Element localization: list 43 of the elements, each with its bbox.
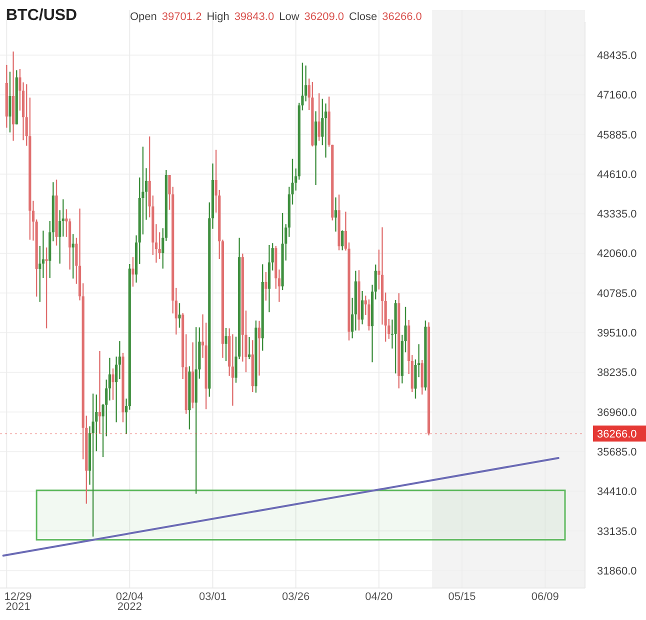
candlestick <box>8 71 12 133</box>
y-tick-label: 44610.0 <box>597 168 637 181</box>
candlestick <box>98 350 102 434</box>
y-tick-label: 47160.0 <box>597 90 637 102</box>
x-tick-label: 06/09 <box>531 591 559 603</box>
x-tick-label: 02/04 2022 <box>116 591 144 613</box>
ref-line-label: 36266.0 <box>597 428 637 440</box>
y-tick-label: 35685.0 <box>597 446 637 458</box>
candlestick <box>45 246 48 329</box>
candlestick <box>341 230 344 251</box>
candlestick <box>334 196 338 232</box>
candlestick <box>132 256 134 288</box>
x-tick-label: 04/20 <box>365 591 393 603</box>
candlestick <box>72 233 74 280</box>
candlestick <box>264 271 268 302</box>
candlestick <box>112 368 114 400</box>
y-tick-label: 48435.0 <box>597 50 637 62</box>
y-tick-label: 38235.0 <box>597 367 637 380</box>
y-tick-label: 43335.0 <box>597 208 637 221</box>
candlestick <box>314 110 318 186</box>
candlestick <box>92 393 94 538</box>
y-tick-label: 45885.0 <box>597 129 637 142</box>
x-tick-label: 12/29 2021 <box>4 591 32 613</box>
candlestick <box>248 336 251 360</box>
y-tick-label: 39510.0 <box>597 328 637 340</box>
candlestick <box>324 102 328 158</box>
chart-title: BTC/USD <box>6 7 78 24</box>
y-tick-label: 31860.0 <box>597 565 637 578</box>
y-tick-label: 33135.0 <box>597 526 637 538</box>
candlestick <box>178 302 181 328</box>
y-tick-label: 40785.0 <box>597 288 637 300</box>
y-tick-label: 34410.0 <box>597 486 637 498</box>
y-tick-label: 36960.0 <box>597 406 637 419</box>
candlestick <box>368 298 370 332</box>
candlestick <box>318 92 320 142</box>
x-tick-label: 05/15 <box>448 591 476 603</box>
candlestick <box>361 290 364 325</box>
chart-subtitle: Open 39701.2 High 39843.0 Low 36209.0 Close 36266.0 <box>130 11 422 23</box>
candlestick <box>258 320 261 376</box>
y-tick-label: 42060.0 <box>597 248 637 260</box>
candlestick <box>224 327 228 362</box>
x-tick-label: 03/26 <box>282 591 310 603</box>
x-tick-label: 03/01 <box>198 591 226 603</box>
